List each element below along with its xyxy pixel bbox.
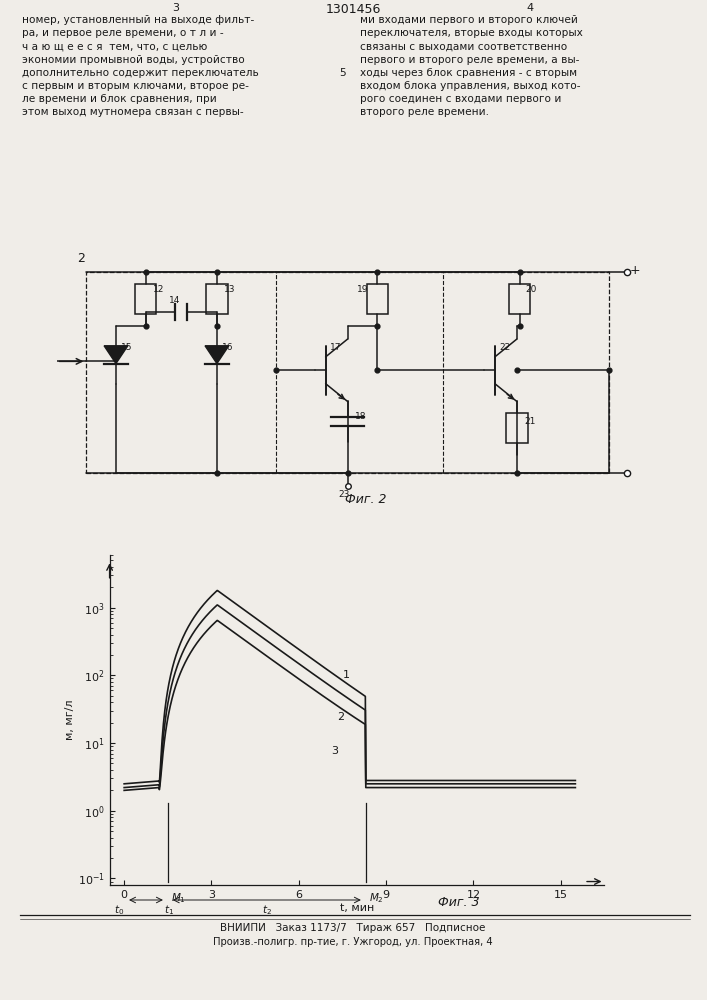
Text: 23: 23 xyxy=(339,490,350,499)
Text: +: + xyxy=(630,264,641,277)
Text: переключателя, вторые входы которых: переключателя, вторые входы которых xyxy=(360,28,583,38)
Text: $t_1$: $t_1$ xyxy=(164,903,174,917)
Text: ч а ю щ е е с я  тем, что, с целью: ч а ю щ е е с я тем, что, с целью xyxy=(22,41,207,51)
Point xyxy=(140,264,151,280)
Text: связаны с выходами соответственно: связаны с выходами соответственно xyxy=(360,41,567,51)
Text: номер, установленный на выходе фильт-: номер, установленный на выходе фильт- xyxy=(22,15,255,25)
Text: 4: 4 xyxy=(527,3,534,13)
Point xyxy=(140,318,151,334)
Text: дополнительно содержит переключатель: дополнительно содержит переключатель xyxy=(22,68,259,78)
Bar xyxy=(86,272,609,473)
Point xyxy=(603,362,614,378)
Text: $t_2$: $t_2$ xyxy=(262,903,271,917)
Text: $М_2$: $М_2$ xyxy=(368,891,383,905)
Text: 19: 19 xyxy=(356,285,368,294)
Bar xyxy=(509,284,530,314)
Text: 15: 15 xyxy=(121,343,132,352)
Bar xyxy=(206,284,228,314)
X-axis label: t, мин: t, мин xyxy=(340,903,374,913)
Y-axis label: м, мг/л: м, мг/л xyxy=(65,700,75,740)
Text: экономии промывной воды, устройство: экономии промывной воды, устройство xyxy=(22,55,245,65)
Text: Фиг. 3: Фиг. 3 xyxy=(438,896,479,909)
Text: 12: 12 xyxy=(153,285,164,294)
Text: 14: 14 xyxy=(170,296,181,305)
Point xyxy=(511,362,522,378)
Bar xyxy=(506,413,527,443)
Polygon shape xyxy=(104,346,128,364)
Text: 22: 22 xyxy=(499,343,510,352)
Polygon shape xyxy=(205,346,229,364)
Text: 18: 18 xyxy=(355,412,366,421)
Bar xyxy=(135,284,156,314)
Point xyxy=(511,465,522,481)
Text: $М_1$: $М_1$ xyxy=(170,891,186,905)
Text: этом выход мутномера связан с первы-: этом выход мутномера связан с первы- xyxy=(22,107,244,117)
Point xyxy=(514,264,525,280)
Text: второго реле времени.: второго реле времени. xyxy=(360,107,489,117)
Text: входом блока управления, выход кото-: входом блока управления, выход кото- xyxy=(360,81,580,91)
Text: ра, и первое реле времени, о т л и -: ра, и первое реле времени, о т л и - xyxy=(22,28,223,38)
Text: рого соединен с входами первого и: рого соединен с входами первого и xyxy=(360,94,561,104)
Text: 5: 5 xyxy=(339,68,346,78)
Text: ле времени и блок сравнения, при: ле времени и блок сравнения, при xyxy=(22,94,217,104)
Text: 3: 3 xyxy=(173,3,180,13)
Point xyxy=(211,264,223,280)
Text: Фиг. 2: Фиг. 2 xyxy=(344,493,386,506)
Text: ходы через блок сравнения - с вторым: ходы через блок сравнения - с вторым xyxy=(360,68,577,78)
Point xyxy=(372,264,383,280)
Text: 1: 1 xyxy=(342,670,349,680)
Text: 21: 21 xyxy=(524,417,535,426)
Text: 20: 20 xyxy=(526,285,537,294)
Point xyxy=(372,362,383,378)
Text: 1301456: 1301456 xyxy=(325,3,380,16)
Text: 16: 16 xyxy=(222,343,233,352)
Text: с первым и вторым ключами, второе ре-: с первым и вторым ключами, второе ре- xyxy=(22,81,249,91)
Text: ми входами первого и второго ключей: ми входами первого и второго ключей xyxy=(360,15,578,25)
Text: первого и второго реле времени, а вы-: первого и второго реле времени, а вы- xyxy=(360,55,579,65)
Text: ВНИИПИ   Заказ 1173/7   Тираж 657   Подписное: ВНИИПИ Заказ 1173/7 Тираж 657 Подписное xyxy=(221,923,486,933)
Point xyxy=(211,318,223,334)
Point xyxy=(271,362,282,378)
Text: $t_0$: $t_0$ xyxy=(114,903,124,917)
Text: Произв.-полигр. пр-тие, г. Ужгород, ул. Проектная, 4: Произв.-полигр. пр-тие, г. Ужгород, ул. … xyxy=(214,937,493,947)
Bar xyxy=(366,284,388,314)
Text: 17: 17 xyxy=(329,343,341,352)
Text: 2: 2 xyxy=(337,712,344,722)
Point xyxy=(211,465,223,481)
Text: 13: 13 xyxy=(224,285,235,294)
Text: 2: 2 xyxy=(77,252,86,265)
Point xyxy=(514,318,525,334)
Point xyxy=(372,318,383,334)
Text: 3: 3 xyxy=(331,746,338,756)
Point xyxy=(342,465,354,481)
